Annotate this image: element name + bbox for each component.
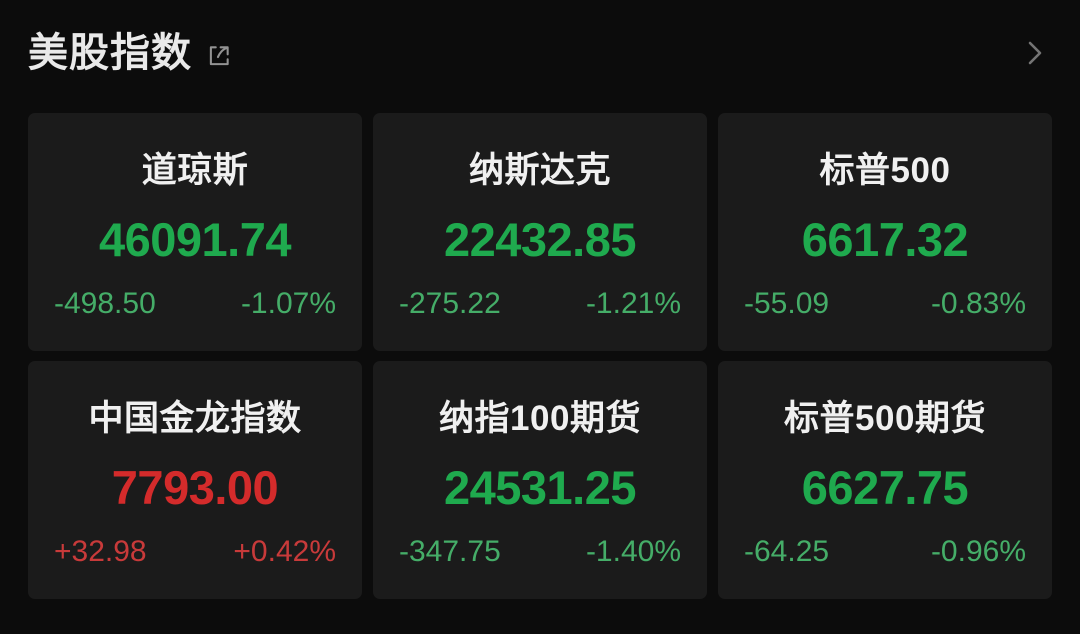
chevron-right-icon[interactable]: [1024, 36, 1052, 70]
index-change: -498.50: [54, 287, 156, 320]
panel-header-left: 美股指数: [28, 33, 232, 73]
index-value: 24531.25: [443, 461, 637, 514]
index-change-row: -55.09 -0.83%: [738, 289, 1032, 319]
index-card[interactable]: 标普500 6617.32 -55.09 -0.83%: [718, 113, 1052, 351]
index-percent: +0.42%: [233, 535, 336, 568]
index-card-grid: 道琼斯 46091.74 -498.50 -1.07% 纳斯达克 22432.8…: [28, 113, 1052, 599]
index-change-row: -275.22 -1.21%: [393, 289, 687, 319]
index-change-row: -498.50 -1.07%: [48, 289, 342, 319]
index-card[interactable]: 中国金龙指数 7793.00 +32.98 +0.42%: [28, 361, 362, 599]
index-name: 纳斯达克: [468, 151, 611, 190]
index-value: 6627.75: [801, 461, 969, 514]
index-name: 纳指100期货: [439, 399, 641, 438]
index-change: -275.22: [399, 287, 501, 320]
index-card[interactable]: 纳斯达克 22432.85 -275.22 -1.21%: [373, 113, 707, 351]
index-name: 标普500: [819, 151, 951, 190]
index-value: 6617.32: [801, 213, 969, 266]
index-change: -347.75: [399, 535, 501, 568]
index-value: 22432.85: [443, 213, 637, 266]
index-change-row: -64.25 -0.96%: [738, 537, 1032, 567]
index-card[interactable]: 纳指100期货 24531.25 -347.75 -1.40%: [373, 361, 707, 599]
panel-header: 美股指数: [0, 0, 1080, 106]
index-name: 中国金龙指数: [88, 399, 302, 438]
index-percent: -1.07%: [240, 287, 336, 320]
index-name: 标普500期货: [784, 399, 986, 438]
index-name: 道琼斯: [141, 151, 249, 190]
index-percent: -0.96%: [930, 535, 1026, 568]
index-change: -64.25: [744, 535, 830, 568]
index-change-row: -347.75 -1.40%: [393, 537, 687, 567]
index-card[interactable]: 道琼斯 46091.74 -498.50 -1.07%: [28, 113, 362, 351]
index-percent: -0.83%: [930, 287, 1026, 320]
external-link-icon[interactable]: [206, 37, 232, 69]
index-percent: -1.40%: [585, 535, 681, 568]
index-value: 46091.74: [98, 213, 292, 266]
index-change-row: +32.98 +0.42%: [48, 537, 342, 567]
page-title: 美股指数: [28, 31, 192, 75]
index-change: -55.09: [744, 287, 830, 320]
index-change: +32.98: [54, 535, 147, 568]
index-card[interactable]: 标普500期货 6627.75 -64.25 -0.96%: [718, 361, 1052, 599]
index-value: 7793.00: [111, 461, 279, 514]
index-percent: -1.21%: [585, 287, 681, 320]
